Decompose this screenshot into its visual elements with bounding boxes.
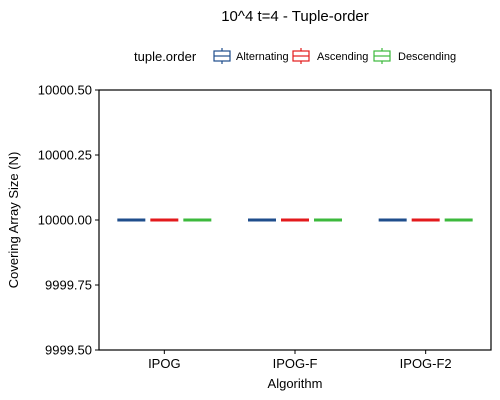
y-axis-label: Covering Array Size (N)	[6, 152, 21, 289]
y-tick-label: 10000.50	[38, 83, 92, 98]
x-axis-label: Algorithm	[268, 376, 323, 391]
legend-label: Ascending	[317, 51, 368, 63]
x-tick-label: IPOG	[148, 356, 181, 371]
legend-item-alternating: Alternating	[213, 48, 289, 64]
legend-label: Alternating	[236, 51, 289, 63]
y-tick-label: 9999.50	[45, 343, 92, 358]
legend-title: tuple.order	[134, 49, 197, 64]
x-tick-label: IPOG-F2	[400, 356, 452, 371]
legend-item-descending: Descending	[373, 48, 456, 64]
y-tick-label: 10000.00	[38, 213, 92, 228]
x-tick-label: IPOG-F	[273, 356, 318, 371]
legend: tuple.order Alternating Ascending Descendi…	[134, 48, 456, 64]
chart-title: 10^4 t=4 - Tuple-order	[221, 8, 369, 25]
y-tick-label: 9999.75	[45, 278, 92, 293]
legend-label: Descending	[398, 51, 456, 63]
legend-item-ascending: Ascending	[292, 48, 368, 64]
plot-area: 9999.50 9999.75 10000.00 10000.25 10000.50 IP…	[38, 83, 492, 371]
y-tick-label: 10000.25	[38, 148, 92, 163]
